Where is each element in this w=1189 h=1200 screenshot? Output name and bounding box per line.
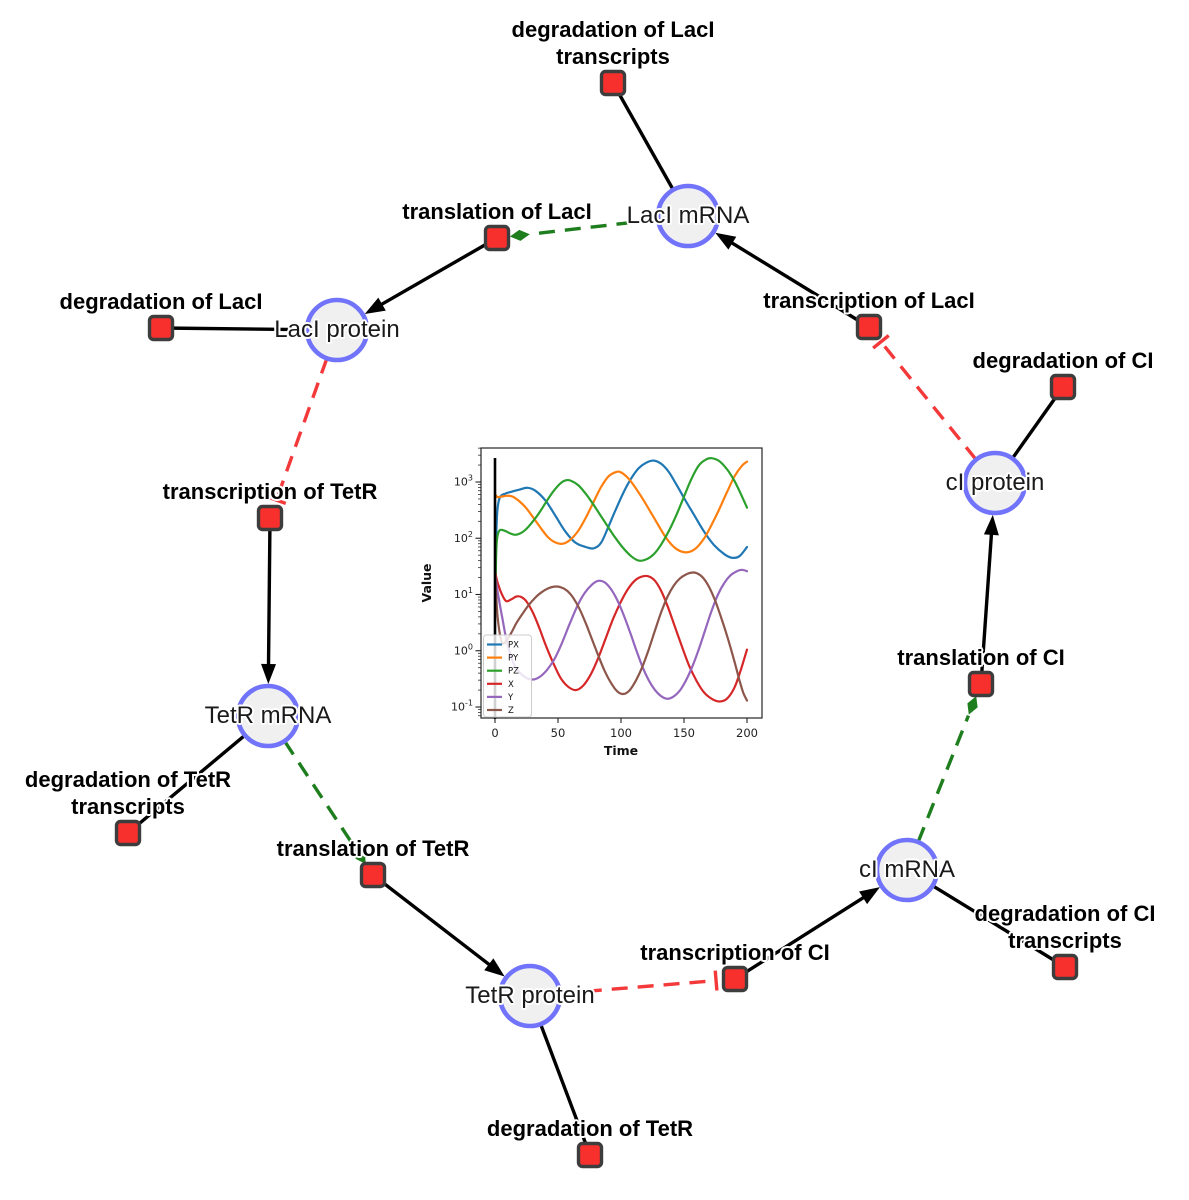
- nodes-layer: [114, 69, 1079, 1169]
- y-tick-label: 10-1: [451, 699, 473, 714]
- species-node-tetr-protein[interactable]: [497, 963, 563, 1029]
- legend-item-pz: PZ: [487, 667, 519, 677]
- x-tick-label: 100: [610, 726, 632, 740]
- series-line-x: [494, 572, 749, 703]
- tbar-inhibition-icon: [872, 334, 890, 350]
- x-axis-label: Time: [604, 743, 638, 758]
- arrowhead-icon: [484, 958, 505, 977]
- series-line-pz: [494, 456, 749, 602]
- tbar-inhibition-icon: [266, 495, 287, 506]
- legend-label: PY: [508, 654, 519, 664]
- legend-item-py: PY: [487, 654, 519, 664]
- series-line-px: [494, 459, 749, 586]
- reaction-node-deg-laci[interactable]: [147, 314, 175, 342]
- y-tick-label: 101: [454, 586, 473, 601]
- legend-item-z: Z: [487, 706, 514, 716]
- species-node-tetr-mrna[interactable]: [235, 683, 301, 749]
- arrowhead-icon: [364, 297, 386, 315]
- reaction-node-translation-laci[interactable]: [483, 224, 511, 252]
- arrowhead-icon: [983, 514, 999, 536]
- edge-ci-mrna-deg-ci-transcripts: [929, 883, 1066, 969]
- reaction-node-transcription-ci[interactable]: [721, 965, 749, 993]
- reaction-node-translation-ci[interactable]: [967, 670, 995, 698]
- edge-ci-protein-transcription-laci: [872, 334, 978, 461]
- tbar-inhibition-icon: [713, 970, 719, 991]
- legend-item-x: X: [487, 680, 514, 690]
- diamond-modifier-icon: [354, 847, 366, 865]
- edge-tetr-protein-deg-tetr: [538, 1021, 592, 1156]
- edge-translation-ci-ci-protein: [979, 514, 999, 685]
- y-axis-label: Value: [419, 563, 434, 602]
- edge-transcription-ci-ci-mrna: [734, 887, 880, 981]
- reaction-node-deg-tetr-transcripts[interactable]: [114, 819, 142, 847]
- timeseries-inset-plot: 10-1 100 101 102 103 0 50 100 150 200 Time Value PX P…: [418, 438, 774, 770]
- x-tick-label: 0: [491, 726, 498, 740]
- reaction-node-transcription-laci[interactable]: [855, 313, 883, 341]
- species-node-laci-mrna[interactable]: [655, 183, 721, 249]
- species-node-ci-mrna[interactable]: [874, 837, 940, 903]
- plot-frame: [480, 447, 763, 719]
- legend-item-px: PX: [487, 641, 519, 651]
- y-tick-label: 100: [454, 642, 473, 657]
- x-tick-label: 50: [551, 726, 566, 740]
- species-node-ci-protein[interactable]: [962, 450, 1028, 516]
- x-tick-label: 200: [736, 726, 758, 740]
- edge-ci-mrna-translation-ci: [916, 696, 978, 843]
- reaction-node-deg-ci-transcripts[interactable]: [1051, 953, 1079, 981]
- reaction-node-deg-laci-transcripts[interactable]: [599, 69, 627, 97]
- edge-translation-laci-laci-protein: [364, 236, 498, 315]
- legend-label: PZ: [508, 667, 519, 677]
- edge-laci-protein-transcription-tetr: [266, 357, 329, 506]
- diamond-modifier-icon: [967, 696, 978, 715]
- edge-tetr-mrna-deg-tetr-transcripts: [126, 732, 248, 835]
- y-tick-label: 103: [454, 474, 473, 489]
- edge-tetr-mrna-translation-tetr: [283, 740, 366, 865]
- x-tick-label: 150: [673, 726, 695, 740]
- edge-translation-tetr-tetr-protein: [371, 873, 505, 977]
- arrowhead-icon: [261, 663, 277, 685]
- legend-label: X: [508, 680, 514, 690]
- plot-legend: PX PY PZ XYZ: [483, 634, 532, 718]
- series-line-z: [494, 571, 749, 702]
- series-line-py: [494, 460, 749, 554]
- legend-item-y: Y: [487, 693, 514, 703]
- edge-tetr-protein-transcription-ci: [559, 970, 719, 996]
- edge-transcription-tetr-tetr-mrna: [261, 517, 277, 685]
- legend-label: Y: [507, 693, 514, 703]
- edge-laci-protein-deg-laci: [160, 326, 310, 332]
- arrowhead-icon: [715, 232, 737, 250]
- arrowhead-icon: [859, 887, 880, 905]
- edge-transcription-laci-laci-mrna: [715, 232, 870, 329]
- reaction-node-deg-ci[interactable]: [1049, 373, 1077, 401]
- y-tick-label: 102: [454, 530, 473, 545]
- species-node-laci-protein[interactable]: [304, 297, 370, 363]
- reaction-node-transcription-tetr[interactable]: [256, 504, 284, 532]
- legend-label: Z: [508, 706, 514, 716]
- edge-laci-mrna-translation-laci: [509, 217, 659, 241]
- edge-laci-mrna-deg-laci-transcripts: [611, 82, 676, 193]
- legend-label: PX: [508, 641, 519, 651]
- diamond-modifier-icon: [509, 229, 530, 241]
- reaction-node-translation-tetr[interactable]: [359, 861, 387, 889]
- reaction-node-deg-tetr[interactable]: [576, 1141, 604, 1169]
